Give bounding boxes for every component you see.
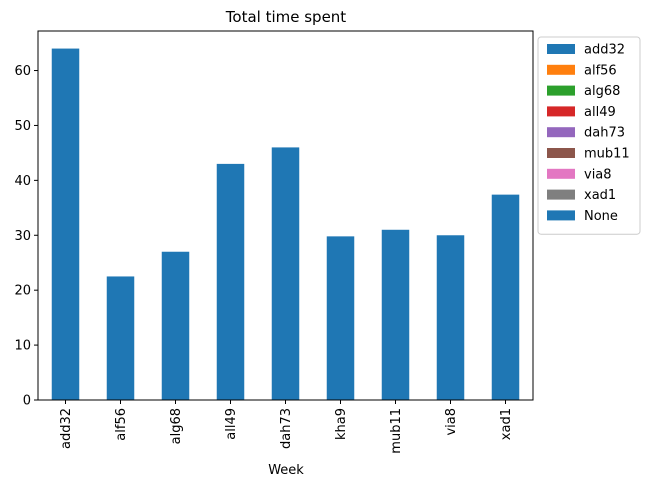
bars-group xyxy=(51,48,520,400)
legend-label: mub11 xyxy=(584,147,630,162)
bar-all49 xyxy=(216,163,245,400)
x-axis-label: Week xyxy=(268,463,304,478)
legend-label: via8 xyxy=(584,167,612,182)
legend-swatch xyxy=(547,64,575,75)
x-tick-label: add32 xyxy=(59,408,74,449)
y-axis: 0 10 20 30 40 50 60 xyxy=(14,64,38,409)
legend-swatch xyxy=(547,168,575,179)
y-tick-label: 60 xyxy=(14,64,31,79)
legend-swatch xyxy=(547,189,575,200)
x-tick-label: kha9 xyxy=(334,408,349,440)
legend-swatch xyxy=(547,85,575,96)
legend-swatch xyxy=(547,106,575,117)
x-tick-label: all49 xyxy=(224,408,239,440)
legend-label: dah73 xyxy=(584,126,625,141)
x-tick-label: via8 xyxy=(444,408,459,436)
x-tick-label: xad1 xyxy=(499,408,514,440)
legend-label: alg68 xyxy=(584,84,620,99)
legend: add32 alf56 alg68 all49 dah73 mub11 via8 xad1 No… xyxy=(537,36,641,235)
y-tick-label: 40 xyxy=(14,174,31,189)
plot-frame xyxy=(37,30,534,401)
bar-dah73 xyxy=(271,147,300,400)
bar-via8 xyxy=(436,235,465,400)
x-tick-label: dah73 xyxy=(279,408,294,449)
legend-swatch xyxy=(547,210,575,221)
y-tick-label: 10 xyxy=(14,339,31,354)
legend-label: all49 xyxy=(584,105,616,120)
bar-kha9 xyxy=(326,236,355,400)
x-axis: add32 alf56 alg68 all49 dah73 kha9 mub11 via8 xa… xyxy=(59,400,514,454)
legend-label: None xyxy=(584,209,618,224)
bar-xad1 xyxy=(491,194,520,400)
x-tick-label: alg68 xyxy=(169,408,184,444)
bar-alf56 xyxy=(106,276,135,400)
legend-label: xad1 xyxy=(584,188,616,203)
y-tick-label: 20 xyxy=(14,284,31,299)
bar-alg68 xyxy=(161,251,190,400)
legend-label: add32 xyxy=(584,43,625,58)
legend-swatch xyxy=(547,44,575,54)
bar-mub11 xyxy=(381,229,410,400)
legend-swatch xyxy=(547,148,575,158)
x-tick-label: mub11 xyxy=(389,408,404,454)
bar-add32 xyxy=(51,48,80,400)
x-tick-label: alf56 xyxy=(114,408,129,441)
legend-swatch xyxy=(547,127,575,138)
y-tick-label: 30 xyxy=(14,229,31,244)
legend-label: alf56 xyxy=(584,63,617,78)
y-tick-label: 0 xyxy=(23,394,31,409)
y-tick-label: 50 xyxy=(14,119,31,134)
chart-title: Total time spent xyxy=(225,8,347,26)
